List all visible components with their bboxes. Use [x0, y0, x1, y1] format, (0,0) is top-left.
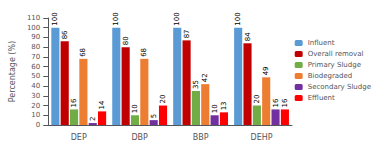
- svg-text:84: 84: [244, 32, 252, 41]
- svg-text:0: 0: [36, 121, 40, 129]
- svg-text:Biodegraded: Biodegraded: [308, 72, 353, 80]
- svg-text:49: 49: [262, 66, 270, 75]
- svg-text:16: 16: [70, 98, 78, 107]
- svg-text:100: 100: [27, 24, 40, 32]
- svg-text:10: 10: [131, 104, 139, 113]
- svg-text:100: 100: [234, 12, 242, 25]
- svg-text:86: 86: [61, 30, 69, 39]
- svg-text:68: 68: [140, 48, 148, 57]
- svg-text:DEP: DEP: [71, 133, 87, 141]
- svg-text:Secondary Sludge: Secondary Sludge: [308, 83, 371, 91]
- svg-text:80: 80: [122, 36, 130, 45]
- svg-text:2: 2: [89, 117, 97, 121]
- svg-text:87: 87: [183, 29, 191, 38]
- svg-text:BBP: BBP: [193, 133, 209, 141]
- svg-text:20: 20: [31, 102, 40, 110]
- svg-text:60: 60: [31, 63, 40, 71]
- svg-text:100: 100: [51, 12, 59, 25]
- svg-text:68: 68: [79, 48, 87, 57]
- svg-text:42: 42: [201, 73, 209, 82]
- svg-text:10: 10: [31, 111, 40, 119]
- svg-text:Percentage (%): Percentage (%): [8, 41, 17, 102]
- svg-text:70: 70: [31, 53, 40, 61]
- svg-text:Influent: Influent: [308, 39, 335, 47]
- svg-text:40: 40: [31, 82, 40, 90]
- svg-text:Effluent: Effluent: [308, 94, 335, 102]
- svg-text:100: 100: [112, 12, 120, 25]
- svg-text:Primary Sludge: Primary Sludge: [308, 61, 361, 69]
- svg-text:110: 110: [27, 14, 40, 22]
- svg-text:13: 13: [220, 101, 228, 110]
- svg-text:16: 16: [272, 98, 280, 107]
- svg-text:10: 10: [211, 104, 219, 113]
- svg-text:90: 90: [31, 33, 40, 41]
- svg-text:80: 80: [31, 43, 40, 51]
- svg-text:30: 30: [31, 92, 40, 100]
- svg-text:DBP: DBP: [131, 133, 148, 141]
- svg-text:14: 14: [98, 100, 106, 109]
- svg-text:16: 16: [281, 98, 289, 107]
- svg-text:20: 20: [159, 95, 167, 104]
- svg-text:DEHP: DEHP: [251, 133, 273, 141]
- svg-text:50: 50: [31, 72, 40, 80]
- svg-text:Overall removal: Overall removal: [308, 50, 364, 58]
- svg-text:5: 5: [150, 114, 158, 118]
- svg-text:100: 100: [173, 12, 181, 25]
- svg-text:35: 35: [192, 80, 200, 89]
- svg-text:20: 20: [253, 95, 261, 104]
